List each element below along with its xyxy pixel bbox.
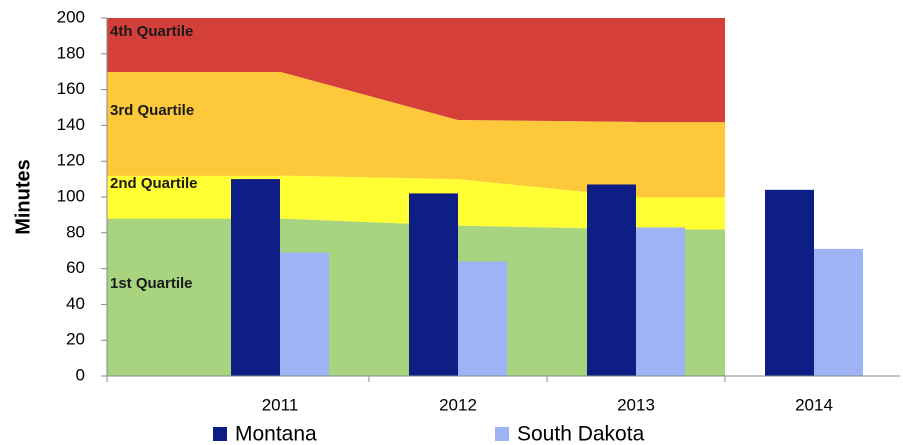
bar (814, 248, 863, 376)
x-tick-label: 2012 (439, 395, 477, 414)
quartile-area-edge (635, 18, 725, 123)
y-tick-label: 160 (57, 79, 85, 98)
x-tick-label: 2013 (617, 395, 655, 414)
y-tick-label: 120 (57, 151, 85, 170)
bar (458, 261, 507, 376)
bar (409, 193, 458, 376)
y-tick-label: 60 (66, 258, 85, 277)
quartile-area-edge (107, 18, 281, 72)
bar (765, 189, 814, 376)
quartile-area (280, 71, 636, 197)
quartile-area-edge (107, 71, 281, 176)
y-tick-label: 140 (57, 115, 85, 134)
quartile-label: 4th Quartile (110, 22, 194, 40)
y-tick-label: 100 (57, 186, 85, 205)
x-tick-label: 2011 (262, 395, 299, 414)
legend-label: South Dakota (517, 423, 645, 445)
quartile-label: 1st Quartile (110, 275, 193, 293)
y-tick-label: 20 (66, 330, 85, 349)
quartile-label: 2nd Quartile (110, 175, 198, 192)
bar (280, 252, 329, 376)
bar (636, 227, 685, 376)
y-tick-label: 80 (66, 222, 85, 241)
quartile-area-edge (635, 121, 725, 198)
quartile-area-edge (635, 197, 725, 230)
x-tick-label: 2014 (795, 395, 833, 414)
quartile-area (280, 18, 636, 122)
y-axis-label: Minutes (12, 159, 34, 235)
quartile-label: 3rd Quartile (110, 101, 195, 119)
bar (231, 179, 280, 376)
y-tick-label: 40 (66, 294, 85, 313)
legend-swatch (213, 427, 227, 441)
bar (587, 184, 636, 376)
legend-swatch (495, 427, 509, 441)
y-tick-label: 200 (57, 7, 85, 26)
legend-label: Montana (235, 423, 317, 445)
y-tick-label: 180 (57, 43, 85, 62)
y-tick-label: 0 (76, 365, 85, 384)
